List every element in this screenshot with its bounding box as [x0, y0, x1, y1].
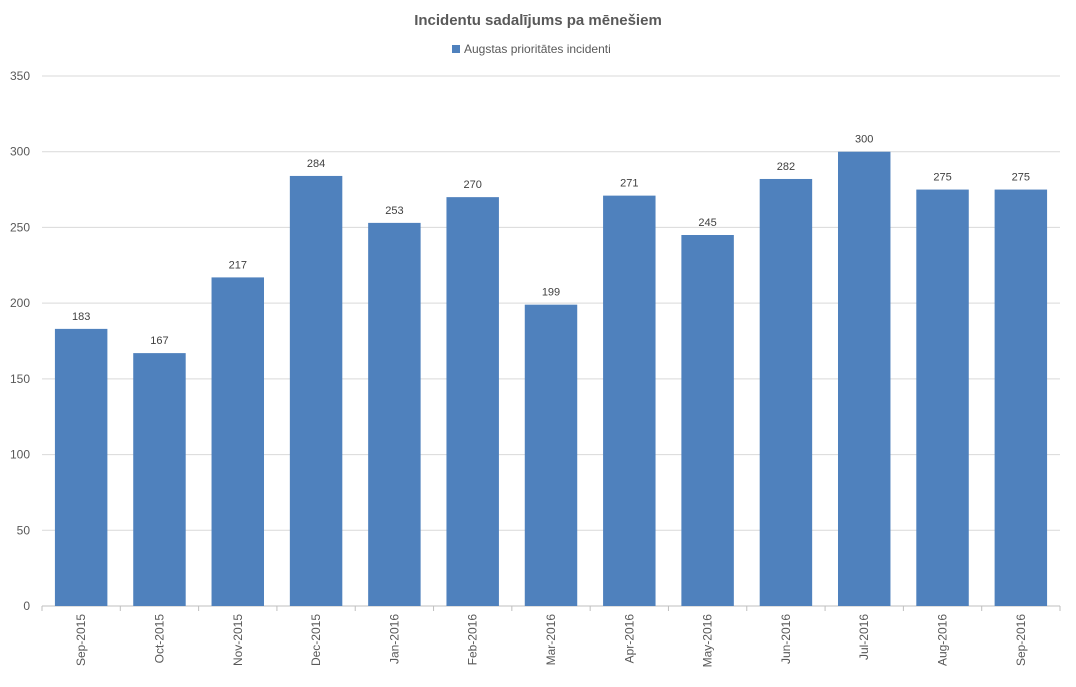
bar	[994, 189, 1048, 607]
y-tick-label: 150	[10, 372, 30, 386]
x-tick-label: Jun-2016	[779, 614, 793, 664]
bar	[837, 151, 891, 606]
x-tick-label: Sep-2016	[1014, 614, 1028, 666]
bar	[681, 235, 734, 606]
bars	[54, 151, 1048, 607]
x-tick-label: Dec-2015	[309, 614, 323, 666]
data-label: 245	[698, 217, 716, 229]
data-labels: 183 167 217 284 253 270 199 271 245 282 300 275 275	[72, 134, 1030, 347]
bar	[446, 197, 499, 606]
x-tick-label: Feb-2016	[466, 614, 480, 666]
data-label: 300	[855, 134, 873, 146]
y-tick-label: 50	[17, 523, 31, 537]
y-tick-label: 300	[10, 145, 30, 159]
y-tick-label: 100	[10, 448, 30, 462]
chart-legend: Augstas prioritātes incidenti	[452, 42, 611, 56]
bar	[211, 277, 265, 606]
x-tick-label: Aug-2016	[936, 614, 950, 666]
y-tick-label: 0	[23, 599, 30, 613]
bar	[54, 328, 108, 606]
data-label: 167	[150, 335, 168, 347]
x-tick-label: Nov-2015	[231, 614, 245, 666]
data-label: 183	[72, 311, 90, 323]
x-tick-label: Mar-2016	[544, 614, 558, 666]
y-tick-label: 350	[10, 69, 30, 83]
data-label: 275	[933, 172, 951, 184]
y-tick-label: 200	[10, 296, 30, 310]
x-axis-ticks: Sep-2015 Oct-2015 Nov-2015 Dec-2015 Jan-2016…	[41, 606, 1061, 668]
bar	[916, 189, 969, 607]
legend-label: Augstas prioritātes incidenti	[464, 42, 611, 56]
x-tick-label: Jul-2016	[857, 614, 871, 660]
x-tick-label: Sep-2015	[74, 614, 88, 666]
legend-swatch	[452, 45, 460, 53]
bar	[368, 222, 421, 606]
y-tick-label: 250	[10, 220, 30, 234]
data-label: 270	[464, 179, 482, 191]
data-label: 271	[620, 178, 638, 190]
bar	[133, 353, 186, 606]
data-label: 217	[229, 259, 247, 271]
bar	[603, 195, 656, 606]
data-label: 275	[1012, 172, 1030, 184]
chart-title: Incidentu sadalījums pa mēnešiem	[414, 12, 662, 29]
x-tick-label: May-2016	[701, 614, 715, 668]
y-axis-ticks: 0 50 100 150 200 250 300 350	[10, 69, 30, 613]
x-tick-label: Jan-2016	[387, 614, 401, 664]
bar	[759, 178, 813, 606]
data-label: 253	[385, 205, 403, 217]
data-label: 199	[542, 287, 560, 299]
x-tick-label: Oct-2015	[152, 614, 166, 664]
bar	[289, 175, 343, 606]
data-label: 282	[777, 161, 795, 173]
x-tick-label: Apr-2016	[622, 614, 636, 664]
bar	[524, 304, 578, 606]
data-label: 284	[307, 158, 325, 170]
